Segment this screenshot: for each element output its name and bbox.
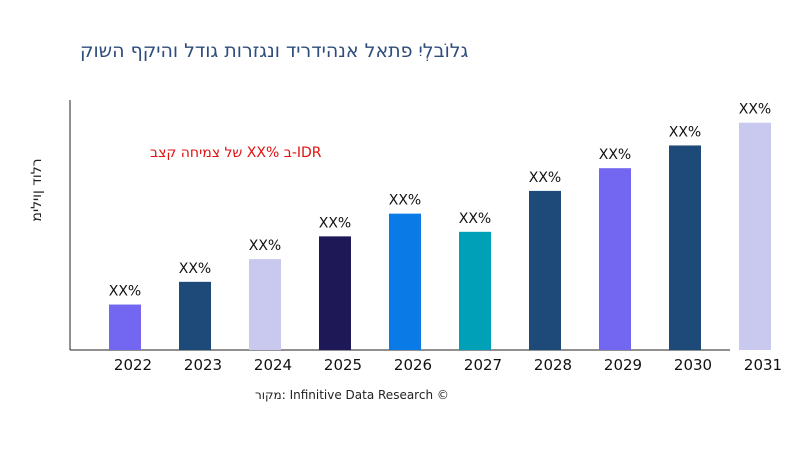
x-tick-label-2026: 2026 <box>394 356 432 374</box>
x-tick-label-2022: 2022 <box>114 356 152 374</box>
data-label-2029: XX% <box>599 147 631 163</box>
bar-2029 <box>599 168 631 350</box>
x-tick-label-2029: 2029 <box>604 356 642 374</box>
data-label-2028: XX% <box>529 170 561 186</box>
source-note: רוקמ: Infinitive Data Research © <box>255 388 449 402</box>
x-tick-label-2031: 2031 <box>744 356 782 374</box>
bar-2024 <box>249 259 281 350</box>
bar-2025 <box>319 236 351 350</box>
data-label-2022: XX% <box>109 284 141 300</box>
x-tick-label-2025: 2025 <box>324 356 362 374</box>
bar-2031 <box>739 122 771 351</box>
x-tick-label-2030: 2030 <box>674 356 712 374</box>
bar-2028 <box>529 190 561 350</box>
x-tick-label-2027: 2027 <box>464 356 502 374</box>
chart-title: קושה ףקיהו לדוג תורזגנו דירדיהנא לאתפ יִ… <box>80 40 469 62</box>
data-label-2025: XX% <box>319 215 351 231</box>
cagr-annotation: בצק החימצ לש XX% ב-IDR <box>150 145 322 161</box>
bar-2026 <box>389 213 421 350</box>
bar-2022 <box>109 304 141 350</box>
data-label-2023: XX% <box>179 261 211 277</box>
data-label-2026: XX% <box>389 193 421 209</box>
x-tick-label-2024: 2024 <box>254 356 292 374</box>
bar-2030 <box>669 145 701 350</box>
data-label-2024: XX% <box>249 238 281 254</box>
data-label-2030: XX% <box>669 124 701 140</box>
bar-2027 <box>459 231 491 350</box>
x-tick-label-2023: 2023 <box>184 356 222 374</box>
bar-2023 <box>179 281 211 350</box>
x-tick-label-2028: 2028 <box>534 356 572 374</box>
data-label-2027: XX% <box>459 211 491 227</box>
data-label-2031: XX% <box>739 102 771 118</box>
